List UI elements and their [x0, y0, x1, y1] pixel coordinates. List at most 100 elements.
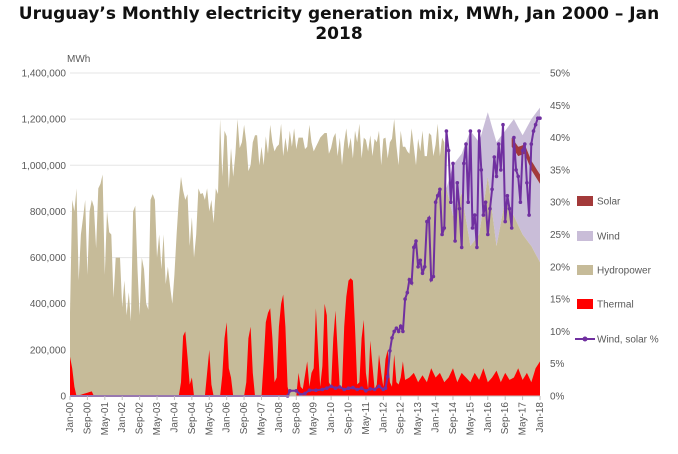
share-point — [403, 297, 407, 301]
share-point — [481, 213, 486, 217]
share-point — [377, 384, 381, 389]
y2-tick-label: 10% — [550, 327, 570, 338]
share-point — [488, 206, 492, 211]
y2-tick-label: 40% — [550, 133, 570, 144]
share-point — [466, 200, 471, 204]
share-point — [390, 336, 394, 340]
x-tick-label: May-05 — [204, 402, 215, 436]
thermal-area — [70, 278, 540, 396]
x-tick-label: Sep-10 — [344, 402, 355, 435]
x-tick-label: Sep-04 — [187, 402, 198, 435]
share-point — [499, 168, 503, 172]
share-point — [351, 385, 355, 390]
share-point — [468, 129, 473, 133]
share-point — [533, 122, 538, 127]
share-point — [501, 122, 505, 127]
x-tick-label: Sep-12 — [396, 402, 407, 435]
x-tick-label: Jan-16 — [483, 402, 494, 433]
legend-swatch-solar — [577, 196, 593, 206]
share-point — [412, 245, 416, 250]
x-tick-label: May-13 — [413, 402, 424, 436]
share-point — [518, 200, 523, 204]
share-point — [409, 281, 414, 285]
share-point — [398, 324, 403, 329]
share-point — [453, 239, 457, 243]
share-point — [477, 129, 481, 133]
y2-tick-label: 5% — [550, 359, 565, 370]
share-point — [483, 200, 488, 204]
share-point — [288, 389, 292, 393]
x-tick-label: May-03 — [152, 402, 163, 436]
share-point — [457, 206, 462, 211]
y2-tick-label: 35% — [550, 165, 570, 176]
share-point — [470, 226, 475, 230]
x-tick-label: May-07 — [256, 402, 267, 436]
x-tick-label: May-17 — [518, 402, 529, 436]
share-point — [451, 161, 455, 166]
x-tick-label: Sep-14 — [448, 402, 459, 435]
x-tick-label: Sep-08 — [291, 402, 302, 435]
hydro-area — [70, 119, 540, 396]
y2-tick-label: 0% — [550, 392, 565, 403]
share-point — [416, 265, 420, 269]
legend-label-solar: Solar — [597, 197, 621, 208]
share-point — [338, 385, 342, 389]
share-point — [527, 213, 531, 217]
solar-area — [511, 137, 540, 184]
share-point — [514, 168, 518, 172]
y2-tick-label: 25% — [550, 230, 570, 241]
y-tick-label: 1,000,000 — [22, 161, 67, 172]
share-point — [420, 271, 425, 276]
legend-label-thermal: Thermal — [597, 300, 634, 311]
share-point — [431, 274, 436, 279]
share-point — [307, 388, 312, 393]
share-point — [472, 213, 477, 217]
y2-tick-label: 20% — [550, 262, 570, 273]
x-tick-label: Jan-06 — [222, 402, 233, 433]
share-point — [440, 232, 444, 237]
y-tick-label: 400,000 — [30, 299, 67, 310]
legend-swatch-hydro — [577, 265, 593, 275]
share-point — [459, 245, 464, 250]
share-point — [314, 388, 318, 393]
share-point — [479, 168, 484, 172]
y-tick-label: 1,200,000 — [22, 115, 67, 126]
share-point — [407, 277, 412, 282]
share-point — [444, 129, 449, 133]
share-point — [442, 226, 447, 230]
share-point — [427, 216, 431, 221]
share-point — [525, 181, 529, 185]
y-tick-label: 600,000 — [30, 253, 67, 264]
x-tick-label: Jan-00 — [65, 402, 76, 433]
share-point — [364, 389, 368, 393]
share-point — [294, 389, 299, 393]
share-point — [529, 142, 534, 146]
share-point — [433, 200, 438, 204]
share-point — [405, 290, 410, 295]
share-point — [320, 387, 325, 392]
share-point — [383, 386, 388, 391]
x-tick-label: Jan-10 — [326, 402, 337, 433]
x-tick-label: Sep-16 — [500, 402, 511, 435]
y-tick-label: 0 — [60, 392, 66, 403]
share-point — [429, 277, 434, 282]
share-point — [503, 219, 508, 224]
share-point — [494, 174, 499, 179]
share-point — [388, 349, 392, 353]
series-layer — [70, 107, 542, 398]
share-point — [394, 326, 399, 331]
share-point — [512, 135, 516, 140]
share-point — [531, 129, 536, 133]
x-tick-label: Sep-06 — [239, 402, 250, 435]
share-point — [507, 206, 512, 211]
legend: Solar Wind Hydropower Thermal Wind, solar % — [575, 196, 659, 346]
share-point — [422, 265, 427, 269]
share-point — [435, 193, 440, 198]
share-point — [446, 148, 451, 153]
legend-label-hydro: Hydropower — [597, 266, 652, 277]
x-tick-label: Jan-04 — [169, 402, 180, 433]
share-point — [325, 386, 329, 391]
x-tick-label: May-15 — [465, 402, 476, 436]
y-tick-label: 1,400,000 — [22, 69, 67, 80]
